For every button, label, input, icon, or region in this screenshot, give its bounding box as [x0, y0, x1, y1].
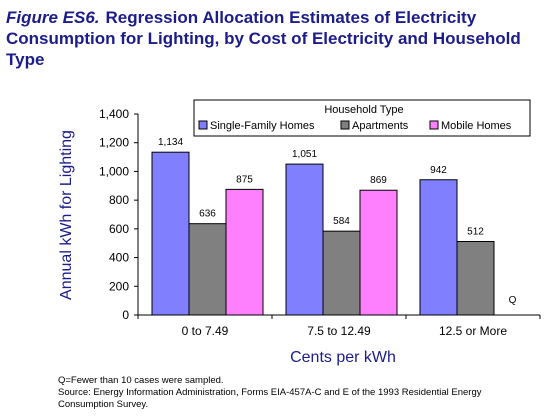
bar-2-3 — [456, 240, 495, 316]
footnote-q: Q=Fewer than 10 cases were sampled. — [58, 375, 224, 386]
bar-1-2 — [285, 163, 324, 316]
source-note: Source: Energy Information Administratio… — [58, 387, 482, 410]
y-tick-label-1: 0 — [122, 308, 129, 322]
chart-notes: Q=Fewer than 10 cases were sampled. Sour… — [58, 375, 538, 411]
y-tick-label-3: 400 — [109, 251, 129, 265]
y-tick-label-8: 1,400 — [99, 107, 129, 121]
data-label-3-3: Q — [509, 295, 517, 306]
data-label-2-3: 512 — [467, 226, 484, 237]
bar-1-3 — [419, 179, 458, 316]
bar-3-1 — [225, 188, 264, 316]
legend-title: Household Type — [324, 104, 403, 116]
legend-swatch-3 — [429, 120, 439, 130]
figure-label: Figure ES6. — [6, 8, 100, 27]
y-tick-label-6: 1,000 — [99, 164, 129, 178]
bar-1-1 — [151, 151, 190, 316]
x-tick-label-3: 12.5 or More — [439, 324, 507, 338]
bars-layer — [151, 151, 495, 316]
legend-box — [193, 99, 531, 137]
x-axis-title: Cents per kWh — [290, 349, 396, 366]
data-label-1-1: 1,134 — [158, 137, 183, 148]
legend-label-1: Single-Family Homes — [210, 120, 315, 132]
y-tick-label-2: 200 — [109, 279, 129, 293]
legend-label-2: Apartments — [352, 120, 409, 132]
chart-title: Regression Allocation Estimates of Elect… — [6, 8, 521, 69]
x-tick-label-1: 0 to 7.49 — [182, 324, 229, 338]
legend: Household Type Single-Family Homes Apartme… — [193, 99, 531, 137]
axes-layer: 0 200 400 600 800 1,000 1,200 1,400 0 to 7.49 7.5… — [58, 107, 541, 366]
y-tick-label-7: 1,200 — [99, 136, 129, 150]
data-label-1-2: 1,051 — [292, 149, 317, 160]
data-label-1-3: 942 — [430, 165, 447, 176]
y-tick-label-4: 600 — [109, 222, 129, 236]
data-label-3-1: 875 — [236, 174, 253, 185]
x-tick-label-2: 7.5 to 12.49 — [307, 324, 371, 338]
y-axis-title: Annual kWh for Lighting — [58, 130, 75, 300]
y-tick-label-5: 800 — [109, 193, 129, 207]
data-label-3-2: 869 — [370, 175, 387, 186]
legend-swatch-1 — [198, 120, 208, 130]
data-labels-layer: 1,134 636 875 1,051 584 869 942 512 Q — [158, 137, 517, 306]
data-label-2-1: 636 — [199, 209, 216, 220]
bar-2-1 — [188, 223, 227, 316]
data-label-2-2: 584 — [333, 216, 350, 227]
chart-title-block: Figure ES6. Regression Allocation Estimat… — [6, 7, 546, 70]
bar-2-2 — [322, 230, 361, 316]
legend-label-3: Mobile Homes — [441, 120, 512, 132]
legend-swatch-2 — [340, 120, 350, 130]
bar-3-2 — [359, 189, 398, 316]
